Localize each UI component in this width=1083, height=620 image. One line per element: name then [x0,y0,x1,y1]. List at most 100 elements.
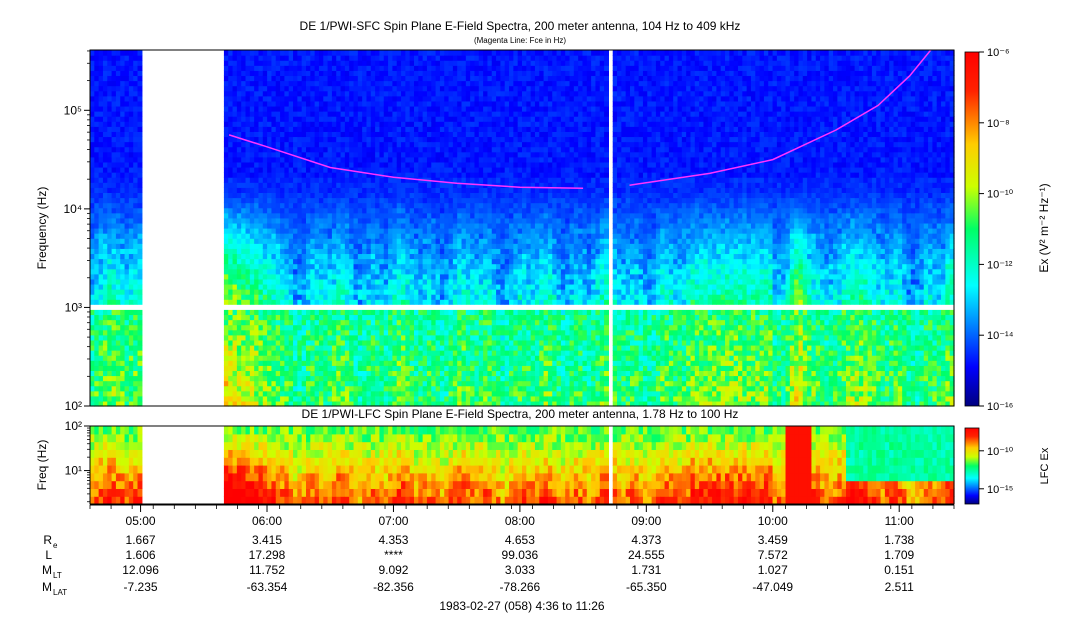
sfc-cell [318,299,324,305]
sfc-cell [241,60,247,66]
sfc-cell [457,182,463,188]
sfc-cell [340,243,346,249]
sfc-cell [409,202,415,209]
sfc-cell [370,111,376,117]
sfc-cell [444,355,450,361]
sfc-cell [254,233,260,239]
sfc-cell [236,319,242,326]
sfc-cell [310,299,316,305]
sfc-cell [280,166,285,173]
sfc-cell [232,283,238,290]
sfc-cell [249,309,255,316]
sfc-cell [232,187,238,193]
sfc-cell [375,217,381,224]
sfc-cell [318,156,324,163]
sfc-cell [258,121,264,127]
sfc-cell [414,380,419,387]
sfc-cell [461,283,467,290]
sfc-cell [414,65,419,71]
sfc-cell [124,309,130,316]
sfc-cell [457,172,463,178]
sfc-cell [379,136,385,143]
sfc-cell [444,329,450,336]
sfc-cell [327,126,333,132]
sfc-cell [357,344,363,351]
sfc-cell [120,289,126,295]
sfc-cell [128,395,134,402]
sfc-cell [236,278,242,285]
sfc-cell [366,294,372,300]
sfc-cell [310,248,316,255]
sfc-cell [306,258,311,265]
sfc-cell [258,80,264,87]
sfc-cell [228,70,234,77]
sfc-cell [245,85,251,92]
sfc-cell [396,55,402,61]
sfc-cell [258,365,264,371]
sfc-cell [318,314,324,321]
sfc-cell [474,248,480,255]
sfc-cell [94,324,100,331]
sfc-cell [349,263,355,270]
sfc-cell [388,111,393,117]
sfc-cell [297,75,303,82]
sfc-cell [297,156,303,163]
sfc-cell [336,334,342,341]
sfc-cell [297,309,303,316]
sfc-cell [284,253,290,260]
sfc-cell [133,75,139,82]
sfc-cell [366,283,372,290]
sfc-cell [236,60,242,66]
sfc-cell [439,238,445,244]
sfc-cell [271,172,277,178]
sfc-cell [435,136,441,143]
sfc-cell [128,192,134,199]
sfc-cell [474,400,480,407]
sfc-cell [275,90,281,97]
sfc-cell [323,309,329,316]
sfc-cell [448,146,454,153]
sfc-cell [107,355,113,361]
sfc-cell [318,202,324,209]
sfc-cell [366,228,372,234]
sfc-cell [314,309,320,316]
sfc-cell [128,126,134,132]
sfc-cell [465,243,471,249]
sfc-cell [133,80,139,87]
sfc-cell [254,55,260,61]
sfc-cell [128,187,134,193]
sfc-cell [357,192,363,199]
sfc-cell [452,166,458,173]
sfc-cell [267,111,273,117]
sfc-cell [405,182,411,188]
sfc-cell [310,121,316,127]
sfc-cell [323,329,329,336]
sfc-cell [362,192,368,199]
sfc-cell [249,166,255,173]
sfc-cell [254,243,260,249]
sfc-cell [396,263,402,270]
sfc-cell [137,105,143,112]
sfc-cell [228,360,234,366]
sfc-cell [336,131,342,138]
sfc-cell [357,355,363,361]
sfc-cell [310,161,316,168]
sfc-cell [90,395,95,402]
sfc-cell [128,95,134,102]
sfc-cell [94,131,100,138]
sfc-cell [396,324,402,331]
sfc-cell [392,121,398,127]
sfc-cell [452,243,458,249]
sfc-cell [379,131,385,138]
sfc-cell [370,309,376,316]
sfc-cell [474,126,480,132]
sfc-cell [478,80,484,87]
sfc-cell [111,75,117,82]
sfc-cell [366,166,372,173]
sfc-cell [422,339,428,346]
sfc-cell [128,156,134,163]
sfc-cell [271,126,277,132]
sfc-cell [115,283,121,290]
sfc-cell [461,360,467,366]
sfc-cell [383,192,389,199]
